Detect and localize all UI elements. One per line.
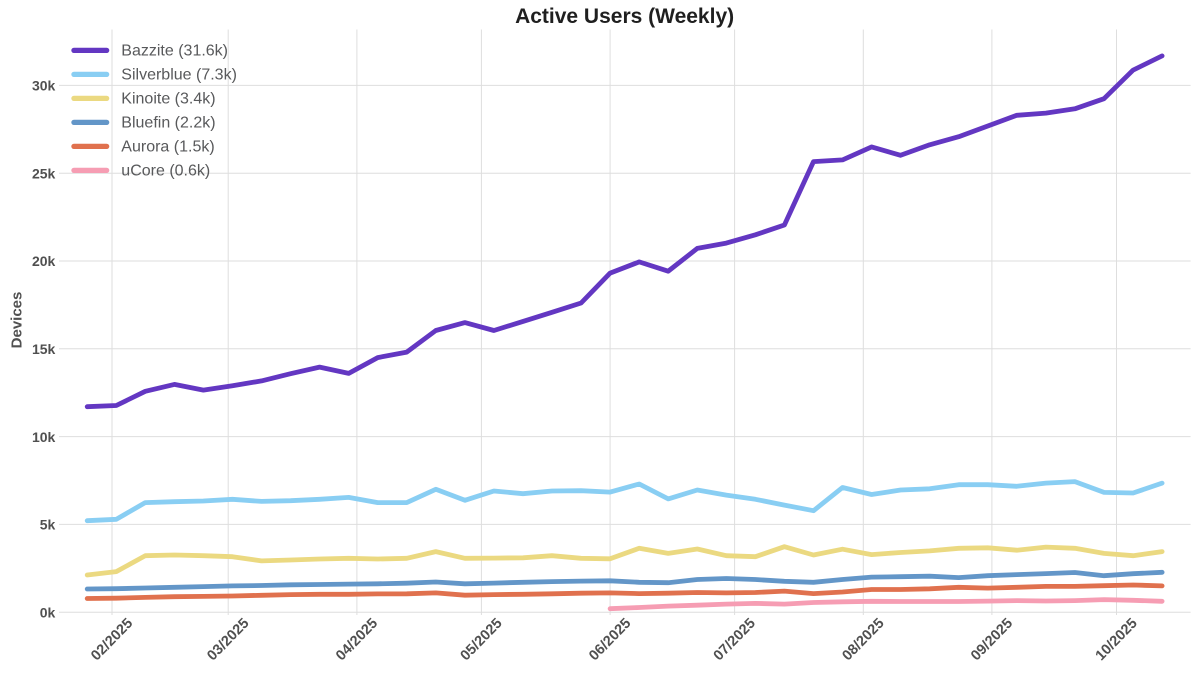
svg-text:uCore (0.6k): uCore (0.6k) xyxy=(121,163,210,180)
svg-text:15k: 15k xyxy=(32,341,56,357)
svg-text:Silverblue (7.3k): Silverblue (7.3k) xyxy=(121,67,237,84)
svg-text:30k: 30k xyxy=(32,78,56,94)
svg-text:5k: 5k xyxy=(40,517,56,533)
svg-text:Bazzite (31.6k): Bazzite (31.6k) xyxy=(121,43,228,60)
svg-text:0k: 0k xyxy=(40,604,56,620)
svg-text:Bluefin (2.2k): Bluefin (2.2k) xyxy=(121,115,215,132)
svg-text:Active Users (Weekly): Active Users (Weekly) xyxy=(515,5,734,28)
svg-text:25k: 25k xyxy=(32,165,56,181)
svg-text:Devices: Devices xyxy=(9,292,26,349)
svg-text:20k: 20k xyxy=(32,253,56,269)
svg-text:Aurora (1.5k): Aurora (1.5k) xyxy=(121,139,214,156)
svg-text:Kinoite (3.4k): Kinoite (3.4k) xyxy=(121,91,215,108)
svg-text:10k: 10k xyxy=(32,429,56,445)
